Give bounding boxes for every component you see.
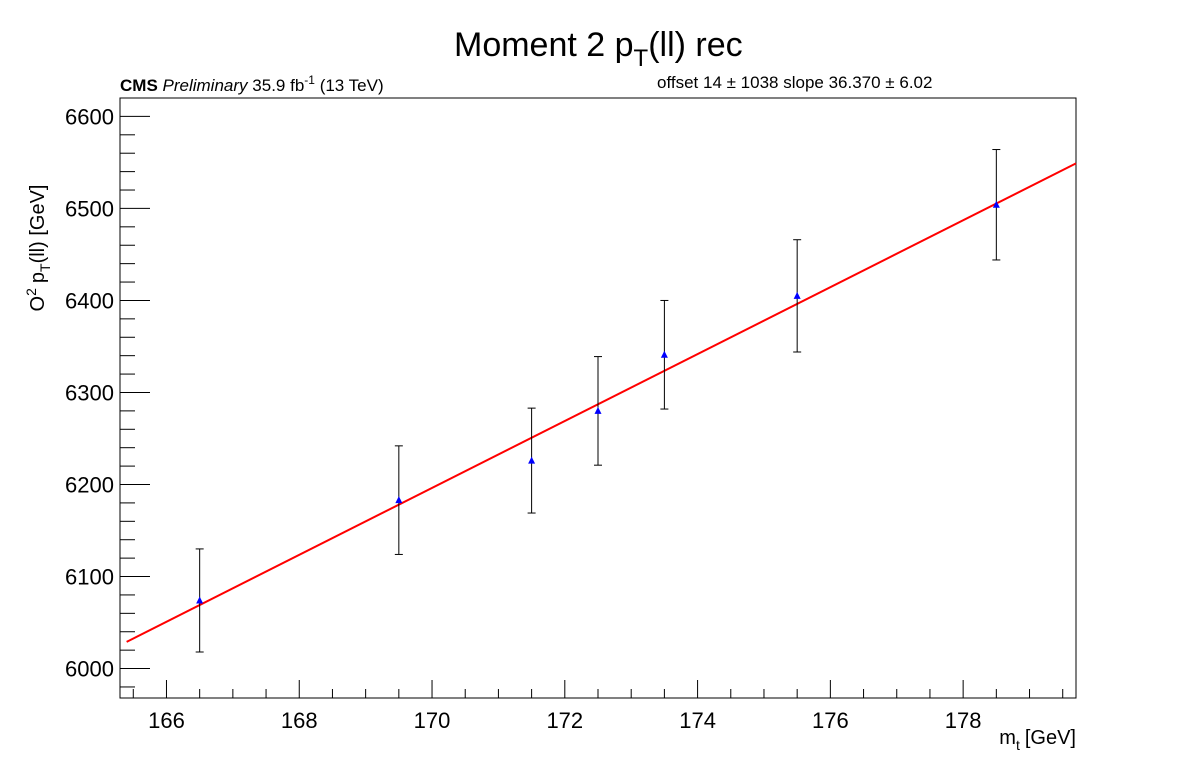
y-axis-label: O2pT(ll) [GeV]: [23, 185, 53, 312]
data-point: [594, 406, 602, 414]
y-tick-label: 6500: [65, 196, 114, 221]
x-tick-label: 168: [281, 708, 318, 733]
x-tick-label: 174: [679, 708, 716, 733]
fit-line: [126, 162, 1077, 643]
fit-layer: [126, 162, 1077, 643]
data-point: [992, 200, 1000, 208]
data-point: [660, 350, 668, 358]
cms-label: CMS Preliminary 35.9 fb-1 (13 TeV): [120, 69, 384, 95]
x-tick-label: 176: [812, 708, 849, 733]
x-axis: 166 168 170 172 174 176 178: [132, 680, 1064, 733]
chart-title: Moment 2 pT(ll) rec: [454, 26, 743, 72]
points-layer: [195, 149, 1001, 653]
y-tick-label: 6300: [65, 380, 114, 405]
x-tick-label: 172: [546, 708, 583, 733]
data-point: [793, 291, 801, 299]
x-tick-label: 178: [945, 708, 982, 733]
fit-annotation: offset 14 ± 1038 slope 36.370 ± 6.02: [657, 73, 932, 92]
x-axis-label: mt [GeV]: [999, 727, 1076, 753]
x-tick-label: 166: [148, 708, 185, 733]
x-tick-label: 170: [414, 708, 451, 733]
data-point: [395, 496, 403, 504]
data-point: [196, 596, 204, 604]
y-axis: 6000 6100 6200 6300 6400 6500 6600: [65, 97, 150, 688]
data-point: [528, 456, 536, 464]
y-tick-label: 6000: [65, 657, 114, 682]
y-tick-label: 6200: [65, 473, 114, 498]
y-tick-label: 6100: [65, 565, 114, 590]
y-tick-label: 6400: [65, 288, 114, 313]
y-tick-label: 6600: [65, 104, 114, 129]
